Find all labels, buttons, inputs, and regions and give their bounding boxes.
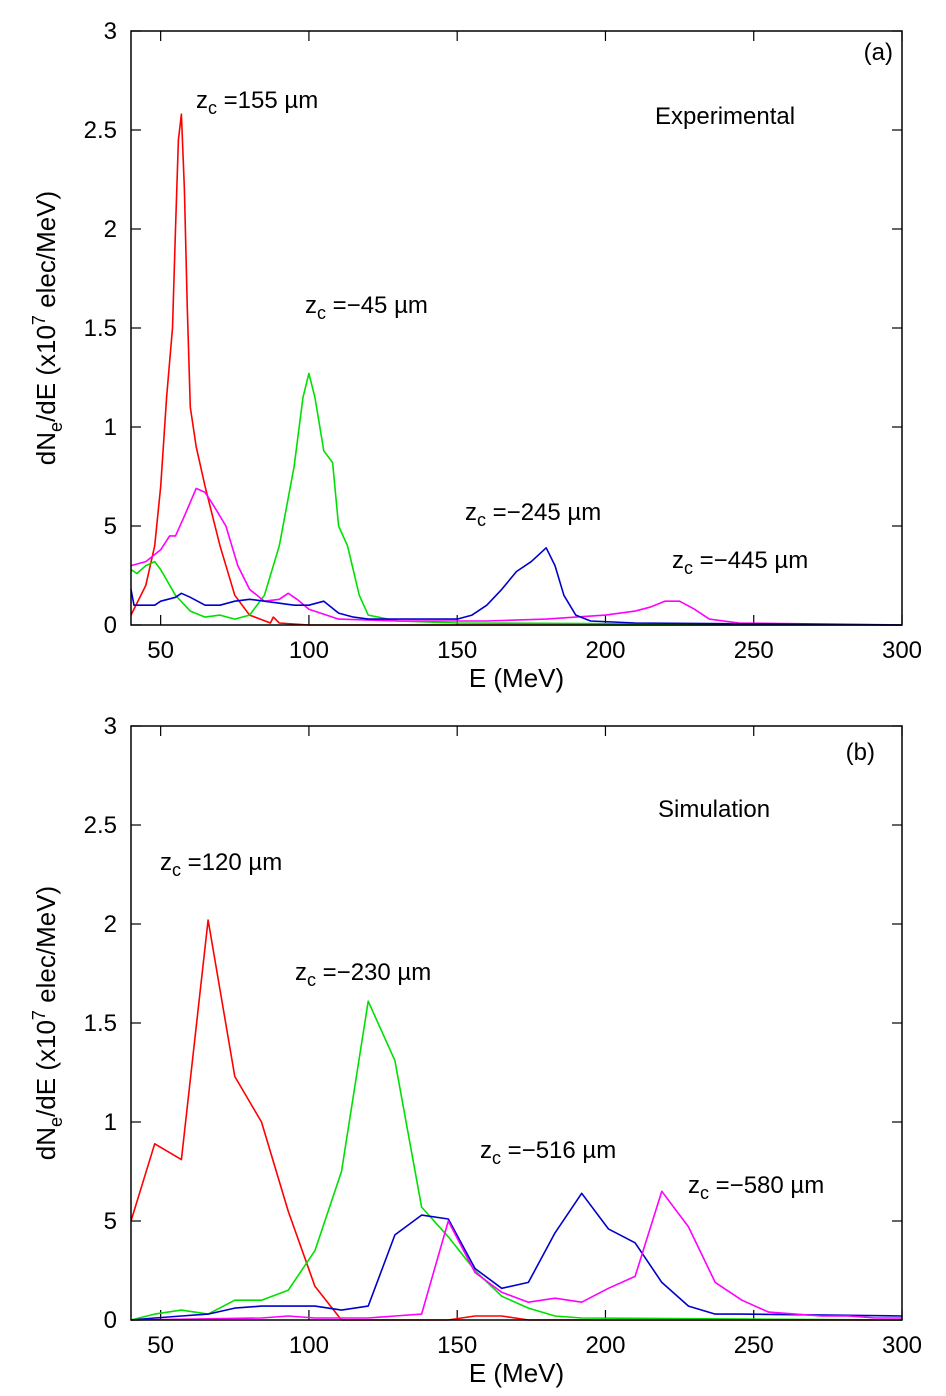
y-label-part: /dE (x10 <box>31 325 61 422</box>
y-tick-label: 3 <box>104 713 117 740</box>
series-line <box>130 547 903 626</box>
y-label-part: elec/MeV) <box>31 191 61 315</box>
subtitle: Simulation <box>658 796 770 823</box>
x-tick-label: 250 <box>734 1332 774 1359</box>
annotation-sub: c <box>317 303 326 323</box>
y-label-part: elec/MeV) <box>31 886 61 1010</box>
x-axis-label: E (MeV) <box>469 1358 564 1388</box>
annotation-sub: c <box>307 970 316 990</box>
panel-label: (a) <box>864 39 893 66</box>
y-label-sub: e <box>46 1117 66 1127</box>
y-axis-label: dNe/dE (x107 elec/MeV) <box>29 886 66 1160</box>
annotation-base: z <box>480 1137 492 1164</box>
annotation-base: z <box>305 292 317 319</box>
series-line <box>130 1192 903 1321</box>
annotation-text: =−580 µm <box>709 1172 824 1199</box>
x-tick-label: 200 <box>585 1332 625 1359</box>
x-tick-label: 100 <box>289 637 329 664</box>
annotation-base: z <box>160 849 172 876</box>
y-label-sup: 7 <box>29 1010 49 1020</box>
x-tick-label: 150 <box>437 637 477 664</box>
annotation: zc =−45 µm <box>305 292 428 323</box>
y-tick-label: 2 <box>104 216 117 243</box>
annotation-base: z <box>688 1172 700 1199</box>
series-line <box>130 372 903 626</box>
annotation: zc =−230 µm <box>295 959 431 990</box>
y-tick-label: 0 <box>104 612 117 639</box>
y-tick-label: 1.5 <box>84 315 117 342</box>
subtitle: Experimental <box>655 103 795 130</box>
y-tick-label: 5 <box>104 1208 117 1235</box>
annotation-base: z <box>672 547 684 574</box>
x-tick-label: 200 <box>585 637 625 664</box>
y-tick-label: 2.5 <box>84 117 117 144</box>
y-label-sup: 7 <box>29 315 49 325</box>
annotation-text: =−245 µm <box>486 499 601 526</box>
annotation-text: =−516 µm <box>501 1137 616 1164</box>
annotation-base: z <box>295 959 307 986</box>
y-tick-label: 1.5 <box>84 1010 117 1037</box>
y-tick-label: 1 <box>104 1109 117 1136</box>
annotation: zc =120 µm <box>160 849 282 880</box>
annotation-sub: c <box>172 860 181 880</box>
y-tick-label: 2 <box>104 911 117 938</box>
annotation-text: =120 µm <box>181 849 282 876</box>
annotation-sub: c <box>700 1183 709 1203</box>
x-tick-label: 150 <box>437 1332 477 1359</box>
y-tick-label: 2.5 <box>84 812 117 839</box>
series-line <box>130 487 903 626</box>
annotation: zc =155 µm <box>196 87 318 118</box>
series-line <box>130 919 902 1321</box>
y-label-part: dN <box>31 432 61 465</box>
y-label-sub: e <box>46 422 66 432</box>
y-tick-label: 5 <box>104 513 117 540</box>
annotation-text: =−445 µm <box>693 547 808 574</box>
annotation-sub: c <box>492 1148 501 1168</box>
annotation: zc =−445 µm <box>672 547 808 578</box>
annotation-sub: c <box>684 558 693 578</box>
annotation-sub: c <box>208 98 217 118</box>
y-tick-label: 0 <box>104 1307 117 1334</box>
x-tick-label: 250 <box>734 637 774 664</box>
series-line <box>130 113 902 626</box>
series-line <box>130 1190 902 1321</box>
x-tick-label: 300 <box>882 1332 922 1359</box>
annotation: zc =−245 µm <box>465 499 601 530</box>
y-label-part: dN <box>31 1127 61 1160</box>
plot-frame <box>130 725 903 1321</box>
y-axis-label: dNe/dE (x107 elec/MeV) <box>29 191 66 465</box>
x-tick-label: 100 <box>289 1332 329 1359</box>
y-tick-label: 1 <box>104 414 117 441</box>
y-tick-label: 3 <box>104 18 117 45</box>
x-tick-label: 50 <box>147 1332 174 1359</box>
annotation-text: =155 µm <box>217 87 318 114</box>
annotation-base: z <box>196 87 208 114</box>
y-label-part: /dE (x10 <box>31 1020 61 1117</box>
annotation-base: z <box>465 499 477 526</box>
annotation-text: =−45 µm <box>326 292 428 319</box>
annotation: zc =−516 µm <box>480 1137 616 1168</box>
annotation-text: =−230 µm <box>316 959 431 986</box>
annotation-sub: c <box>477 510 486 530</box>
annotation: zc =−580 µm <box>688 1172 824 1203</box>
panel-label: (b) <box>846 739 875 766</box>
x-tick-label: 50 <box>147 637 174 664</box>
plot-frame <box>130 30 903 626</box>
x-axis-label: E (MeV) <box>469 663 564 693</box>
x-tick-label: 300 <box>882 637 922 664</box>
